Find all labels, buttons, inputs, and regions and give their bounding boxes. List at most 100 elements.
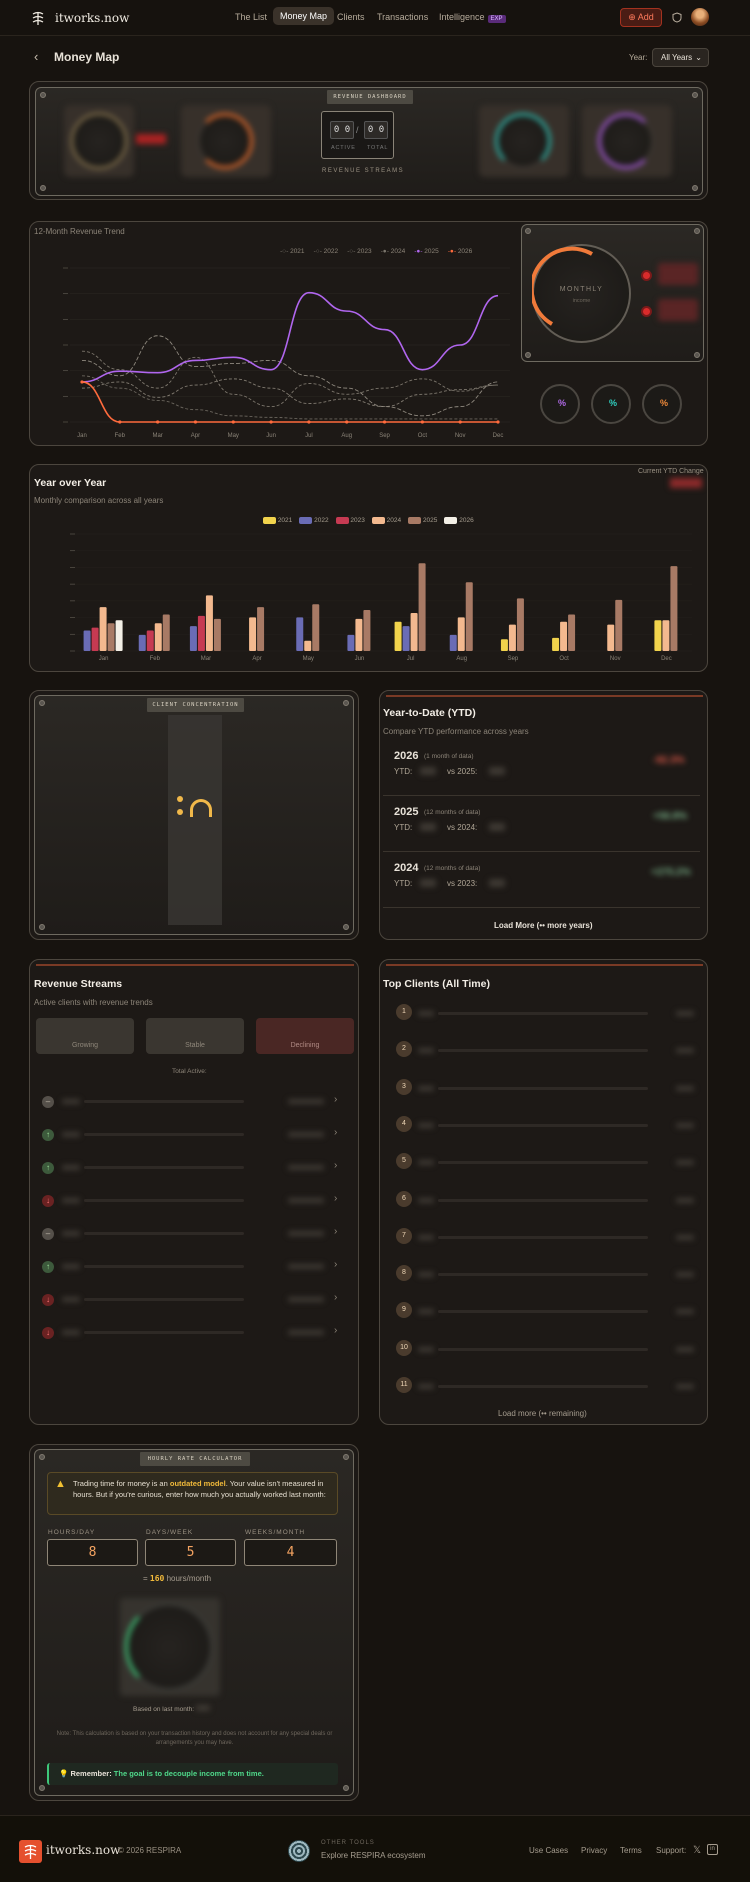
growing-card[interactable]: Growing: [36, 1018, 134, 1054]
yoy-bar-2024: [154, 623, 162, 651]
yoy-x-tick: Aug: [456, 656, 467, 662]
yoy-chart: Jan Feb Mar Apr May Jun Jul Aug Sep Oct Nov Dec: [70, 533, 692, 662]
yoy-legend: 2021 2022 2023 2024 2025 2026: [263, 517, 474, 524]
back-button[interactable]: ‹: [34, 49, 39, 64]
nav-the-list[interactable]: The List: [235, 12, 268, 22]
hours-per-day-input[interactable]: 8: [47, 1539, 138, 1566]
nav-clients[interactable]: Clients: [337, 12, 365, 22]
ecosystem-link[interactable]: Explore RESPIRA ecosystem: [321, 1851, 426, 1860]
monthly-dial-box: MONTHLY income: [521, 224, 704, 362]
client-row[interactable]: 4: [396, 1115, 696, 1134]
top-clients-load-more[interactable]: Load more (•• remaining): [498, 1409, 587, 1418]
brand-name[interactable]: itworks.now: [55, 11, 130, 25]
legend-2023[interactable]: -○- 2023: [347, 248, 372, 255]
monthly-dial: MONTHLY income: [532, 244, 631, 343]
declining-card[interactable]: Declining: [256, 1018, 354, 1054]
yoy-legend-2025[interactable]: 2025: [408, 517, 437, 524]
stream-row[interactable]: – ›: [42, 1226, 342, 1242]
nav-intelligence-label: Intelligence: [439, 12, 485, 22]
yoy-x-tick: May: [303, 656, 314, 662]
ytd-row-2025[interactable]: 2025 (12 months of data) YTD: vs 2024: +…: [383, 799, 700, 852]
weeks-per-month-input[interactable]: 4: [244, 1539, 337, 1566]
footer-brand[interactable]: itworks.now: [46, 1843, 121, 1857]
nav-intelligence[interactable]: Intelligence EXP: [439, 12, 506, 23]
client-row[interactable]: 1: [396, 1004, 696, 1022]
x-icon[interactable]: 𝕏: [693, 1845, 702, 1856]
stream-row[interactable]: ↑ ›: [42, 1160, 342, 1176]
client-row[interactable]: 8: [396, 1265, 696, 1283]
total-label: TOTAL: [367, 145, 389, 151]
revenue-dashboard-inner: REVENUE DASHBOARD 0 0 / 0 0 ACTIVE TOTAL…: [35, 87, 703, 196]
stream-row[interactable]: – ›: [42, 1094, 342, 1110]
footer-use-cases[interactable]: Use Cases: [529, 1846, 569, 1855]
yoy-bar-2024: [205, 595, 213, 651]
revenue-streams-label: REVENUE STREAMS: [322, 168, 405, 174]
yoy-bar-2022: [449, 634, 457, 651]
client-row[interactable]: 6: [396, 1190, 696, 1209]
year-select[interactable]: All Years ⌄: [652, 48, 709, 67]
chevron-right-icon: ›: [334, 1292, 338, 1303]
stream-row[interactable]: ↑ ›: [42, 1259, 342, 1275]
ytd-row-2026[interactable]: 2026 (1 month of data) YTD: vs 2025: -92…: [383, 743, 700, 796]
top-clients-panel: Top Clients (All Time) Load more (•• rem…: [379, 959, 708, 1425]
active-label: ACTIVE: [331, 145, 356, 151]
nav-transactions[interactable]: Transactions: [377, 12, 429, 22]
stream-row[interactable]: ↓ ›: [42, 1325, 342, 1341]
nav-money-map[interactable]: Money Map: [273, 7, 335, 25]
ytd-load-more[interactable]: Load More (•• more years): [494, 921, 593, 930]
ytd-row-2024[interactable]: 2024 (12 months of data) YTD: vs 2023: +…: [383, 855, 700, 908]
yoy-legend-2024[interactable]: 2024: [371, 517, 401, 524]
trend-x-tick: Jun: [266, 433, 276, 439]
red-indicator-1: [641, 270, 652, 281]
legend-2026[interactable]: -●- 2026: [447, 248, 473, 255]
client-row[interactable]: 10: [396, 1339, 696, 1358]
yoy-bar-2024: [607, 624, 615, 651]
client-row[interactable]: 5: [396, 1153, 696, 1171]
footer-terms[interactable]: Terms: [620, 1846, 642, 1855]
chevron-right-icon: ›: [334, 1127, 338, 1138]
linkedin-icon[interactable]: in: [707, 1844, 718, 1855]
client-rank: 8: [396, 1265, 412, 1282]
days-per-week-input[interactable]: 5: [145, 1539, 236, 1566]
chevron-right-icon: ›: [334, 1160, 338, 1171]
legend-2024[interactable]: -●- 2024: [380, 248, 406, 255]
client-row[interactable]: 3: [396, 1078, 696, 1097]
ytd-title: Year-to-Date (YTD): [383, 707, 476, 719]
chevron-right-icon: ›: [334, 1193, 338, 1204]
yoy-legend-2023[interactable]: 2023: [335, 517, 365, 524]
income-label: income: [572, 298, 591, 304]
chevron-right-icon: ›: [334, 1226, 338, 1237]
yoy-legend-2026[interactable]: 2026: [444, 517, 474, 524]
client-row[interactable]: 7: [396, 1227, 696, 1246]
yoy-bar-2023: [146, 630, 154, 651]
yoy-legend-2021[interactable]: 2021: [263, 517, 292, 524]
yoy-bar-2024: [508, 624, 516, 651]
shield-icon[interactable]: [672, 12, 682, 23]
top-clients-title: Top Clients (All Time): [383, 978, 490, 990]
legend-2022[interactable]: -○- 2022: [313, 248, 339, 255]
legend-2021[interactable]: -○- 2021: [280, 248, 305, 255]
client-row[interactable]: 11: [396, 1377, 696, 1395]
stream-row[interactable]: ↓ ›: [42, 1292, 342, 1308]
footer-copyright: © 2026 RESPIRA: [118, 1846, 182, 1855]
hours-result: = 160 hours/month: [143, 1574, 212, 1583]
legend-2025[interactable]: -●- 2025: [414, 248, 439, 255]
footer-privacy[interactable]: Privacy: [581, 1846, 608, 1855]
stream-row[interactable]: ↓ ›: [42, 1193, 342, 1209]
add-button[interactable]: ⊕ Add: [620, 8, 662, 27]
client-row[interactable]: 2: [396, 1041, 696, 1059]
client-rank: 5: [396, 1153, 412, 1170]
trend-x-tick: Oct: [418, 433, 428, 439]
trend-point-2026: [420, 420, 424, 424]
stable-card[interactable]: Stable: [146, 1018, 244, 1054]
concentration-panel: CLIENT CONCENTRATION: [29, 690, 359, 940]
yoy-x-tick: Mar: [201, 656, 211, 662]
yoy-legend-2022[interactable]: 2022: [299, 517, 329, 524]
calculator-plate: HOURLY RATE CALCULATOR: [140, 1452, 250, 1466]
respira-icon[interactable]: [288, 1840, 310, 1862]
calculator-panel: HOURLY RATE CALCULATOR ▲ Trading time fo…: [29, 1444, 359, 1801]
warning-icon: ▲: [55, 1478, 66, 1490]
stream-row[interactable]: ↑ ›: [42, 1127, 342, 1143]
client-row[interactable]: 9: [396, 1302, 696, 1320]
avatar[interactable]: [691, 8, 709, 26]
